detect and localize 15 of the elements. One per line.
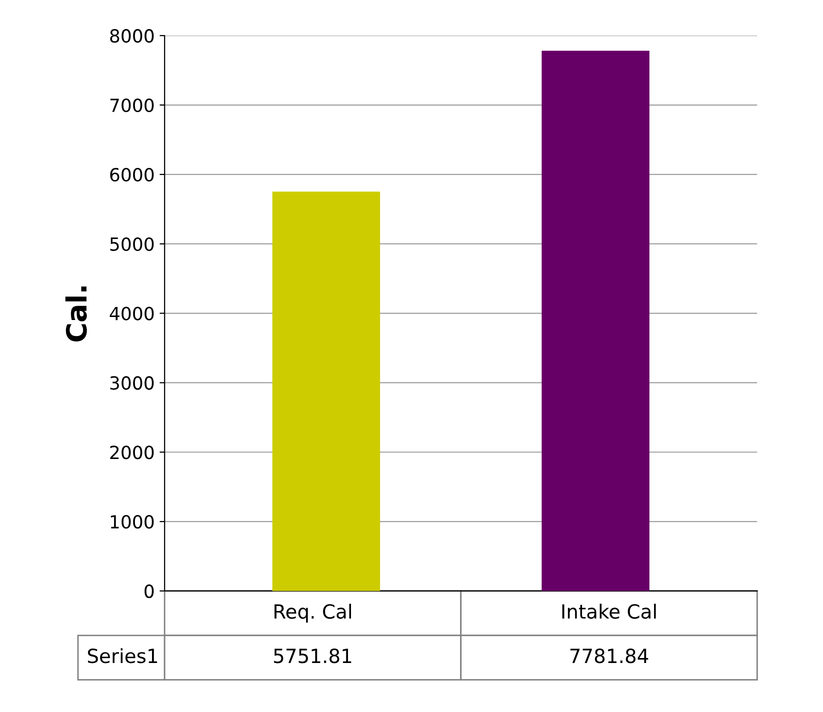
- x-tick-label: Intake Cal: [562, 604, 656, 619]
- y-tick-label: 7000: [110, 98, 154, 112]
- y-tick-label: 6000: [110, 168, 154, 182]
- y-tick-label: 5000: [110, 237, 154, 251]
- data-label: 7781.84: [570, 648, 648, 664]
- data-label: 5751.81: [274, 648, 352, 664]
- x-tick-label: Req. Cal: [274, 604, 352, 623]
- y-axis-title: Cal.: [65, 286, 87, 342]
- y-tick-label: 0: [144, 584, 154, 598]
- y-tick-label: 8000: [110, 29, 154, 43]
- text: Series1: [88, 648, 158, 664]
- y-tick-label: 2000: [110, 446, 154, 460]
- y-tick-label: 1000: [110, 515, 154, 529]
- y-tick-label: 3000: [110, 376, 154, 390]
- y-tick-label: 4000: [110, 306, 154, 320]
